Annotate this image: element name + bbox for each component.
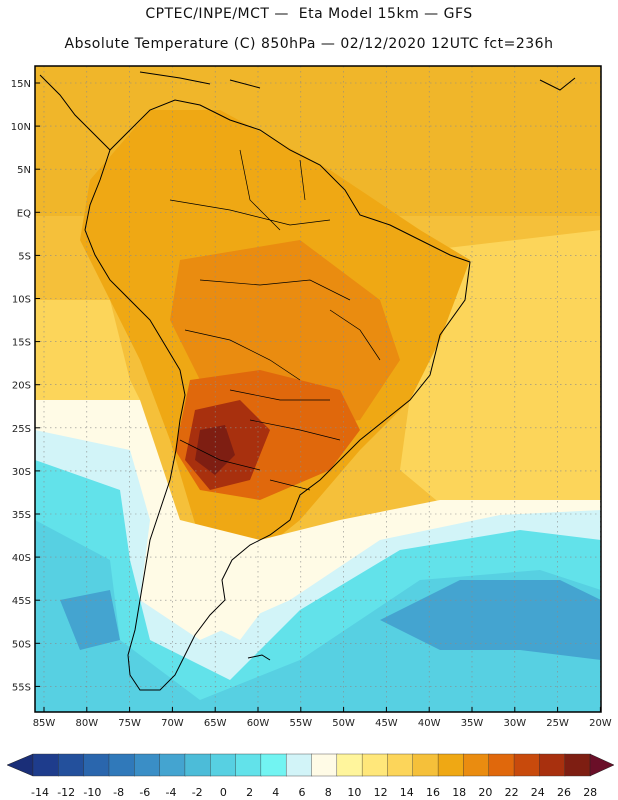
lat-label: 40S — [12, 553, 31, 564]
lat-label: 5N — [17, 165, 31, 176]
lat-label: 15N — [11, 79, 31, 90]
colorbar: -14 -12 -10 -8 -6 -4 -2 0 2 4 6 8 10 12 14 16 18 20 22 24 26… — [6, 753, 615, 799]
lat-label: 10S — [12, 295, 31, 306]
central-america-coast — [39, 74, 111, 151]
colorbar-swatch — [539, 753, 566, 777]
colorbar-tick-label: -8 — [113, 786, 124, 799]
field-pacific-yellow — [35, 300, 140, 410]
colorbar-swatch — [437, 753, 465, 777]
lat-label: 55S — [12, 682, 31, 693]
lat-label: EQ — [17, 208, 31, 219]
colorbar-high-arrow — [589, 753, 615, 777]
colorbar-swatch — [311, 753, 338, 777]
lat-label: 10N — [11, 122, 31, 133]
colorbar-tick-label: 6 — [299, 786, 306, 799]
colorbar-tick-label: -4 — [166, 786, 177, 799]
lat-label: 45S — [12, 596, 31, 607]
colorbar-swatch — [184, 753, 211, 777]
lat-label: 25S — [12, 424, 31, 435]
colorbar-swatch — [564, 753, 591, 777]
field-peak — [195, 425, 235, 475]
lat-label: 20S — [12, 381, 31, 392]
lon-label: 80W — [75, 718, 98, 729]
colorbar-swatch — [83, 753, 110, 777]
colorbar-swatch — [488, 753, 515, 777]
colorbar-swatch — [513, 753, 541, 777]
colorbar-swatch — [361, 753, 389, 777]
colorbar-swatch — [159, 753, 186, 777]
lat-label: 35S — [12, 510, 31, 521]
colorbar-swatch — [210, 753, 237, 777]
map-subtitle: Absolute Temperature (C) 850hPa — 02/12/… — [64, 36, 554, 52]
colorbar-tick-label: -14 — [31, 786, 49, 799]
colorbar-tick-label: 26 — [557, 786, 571, 799]
colorbar-tick-label: 16 — [426, 786, 440, 799]
lat-label: 5S — [18, 251, 31, 262]
lat-label: 50S — [12, 639, 31, 650]
longitude-labels: 85W 80W 75W 70W 65W 60W 55W 50W 45W 40W 35W 30W 25W 2… — [33, 707, 612, 729]
lon-label: 85W — [33, 718, 56, 729]
colorbar-tick-label: -12 — [57, 786, 75, 799]
lon-label: 35W — [461, 718, 484, 729]
lon-label: 65W — [204, 718, 227, 729]
colorbar-swatch — [336, 753, 363, 777]
latitude-labels: 15N 10N 5N EQ 5S 10S 15S 20S 25S 30S 35S 40S 45S 50S 5… — [11, 79, 40, 693]
temperature-field — [35, 66, 601, 712]
colorbar-low-arrow — [6, 753, 34, 777]
colorbar-tick-label: 28 — [583, 786, 597, 799]
colorbar-swatch — [108, 753, 135, 777]
lon-label: 25W — [546, 718, 569, 729]
colorbar-swatch — [412, 753, 439, 777]
country-borders — [169, 149, 381, 491]
colorbar-swatch — [32, 753, 60, 777]
colorbar-tick-label: 20 — [478, 786, 492, 799]
colorbar-swatch — [235, 753, 262, 777]
lon-label: 50W — [332, 718, 355, 729]
south-america-coast — [84, 99, 471, 691]
colorbar-tick-label: 4 — [272, 786, 279, 799]
lon-label: 60W — [247, 718, 270, 729]
colorbar-swatch — [463, 753, 490, 777]
colorbar-tick-label: 10 — [347, 786, 361, 799]
colorbar-swatch — [58, 753, 85, 777]
colorbar-tick-label: -2 — [192, 786, 203, 799]
map-frame — [34, 65, 602, 713]
lon-label: 20W — [589, 718, 612, 729]
colorbar-swatch — [134, 753, 161, 777]
colorbar-swatch — [387, 753, 414, 777]
colorbar-swatch — [260, 753, 287, 777]
colorbar-tick-label: 2 — [246, 786, 253, 799]
colorbar-swatch — [285, 753, 313, 777]
falkland-islands — [247, 654, 271, 661]
coastlines — [39, 71, 576, 691]
colorbar-tick-label: 14 — [400, 786, 414, 799]
lon-label: 55W — [289, 718, 312, 729]
lon-label: 75W — [118, 718, 141, 729]
field-blue-patch-west — [60, 590, 120, 650]
lat-label: 30S — [12, 467, 31, 478]
lon-label: 45W — [375, 718, 398, 729]
colorbar-tick-label: -6 — [139, 786, 150, 799]
lon-label: 70W — [161, 718, 184, 729]
lat-label: 15S — [12, 338, 31, 349]
colorbar-tick-label: 8 — [325, 786, 332, 799]
caribbean-islands — [139, 71, 576, 91]
lon-label: 30W — [503, 718, 526, 729]
lon-label: 40W — [418, 718, 441, 729]
colorbar-tick-label: 24 — [531, 786, 545, 799]
field-cyan-dark-band — [35, 520, 601, 712]
colorbar-tick-label: 12 — [374, 786, 388, 799]
colorbar-tick-label: -10 — [83, 786, 101, 799]
colorbar-tick-label: 0 — [220, 786, 227, 799]
colorbar-tick-label: 18 — [452, 786, 466, 799]
map-title: CPTEC/INPE/MCT — Eta Model 15km — GFS — [145, 6, 473, 22]
colorbar-tick-label: 22 — [505, 786, 519, 799]
